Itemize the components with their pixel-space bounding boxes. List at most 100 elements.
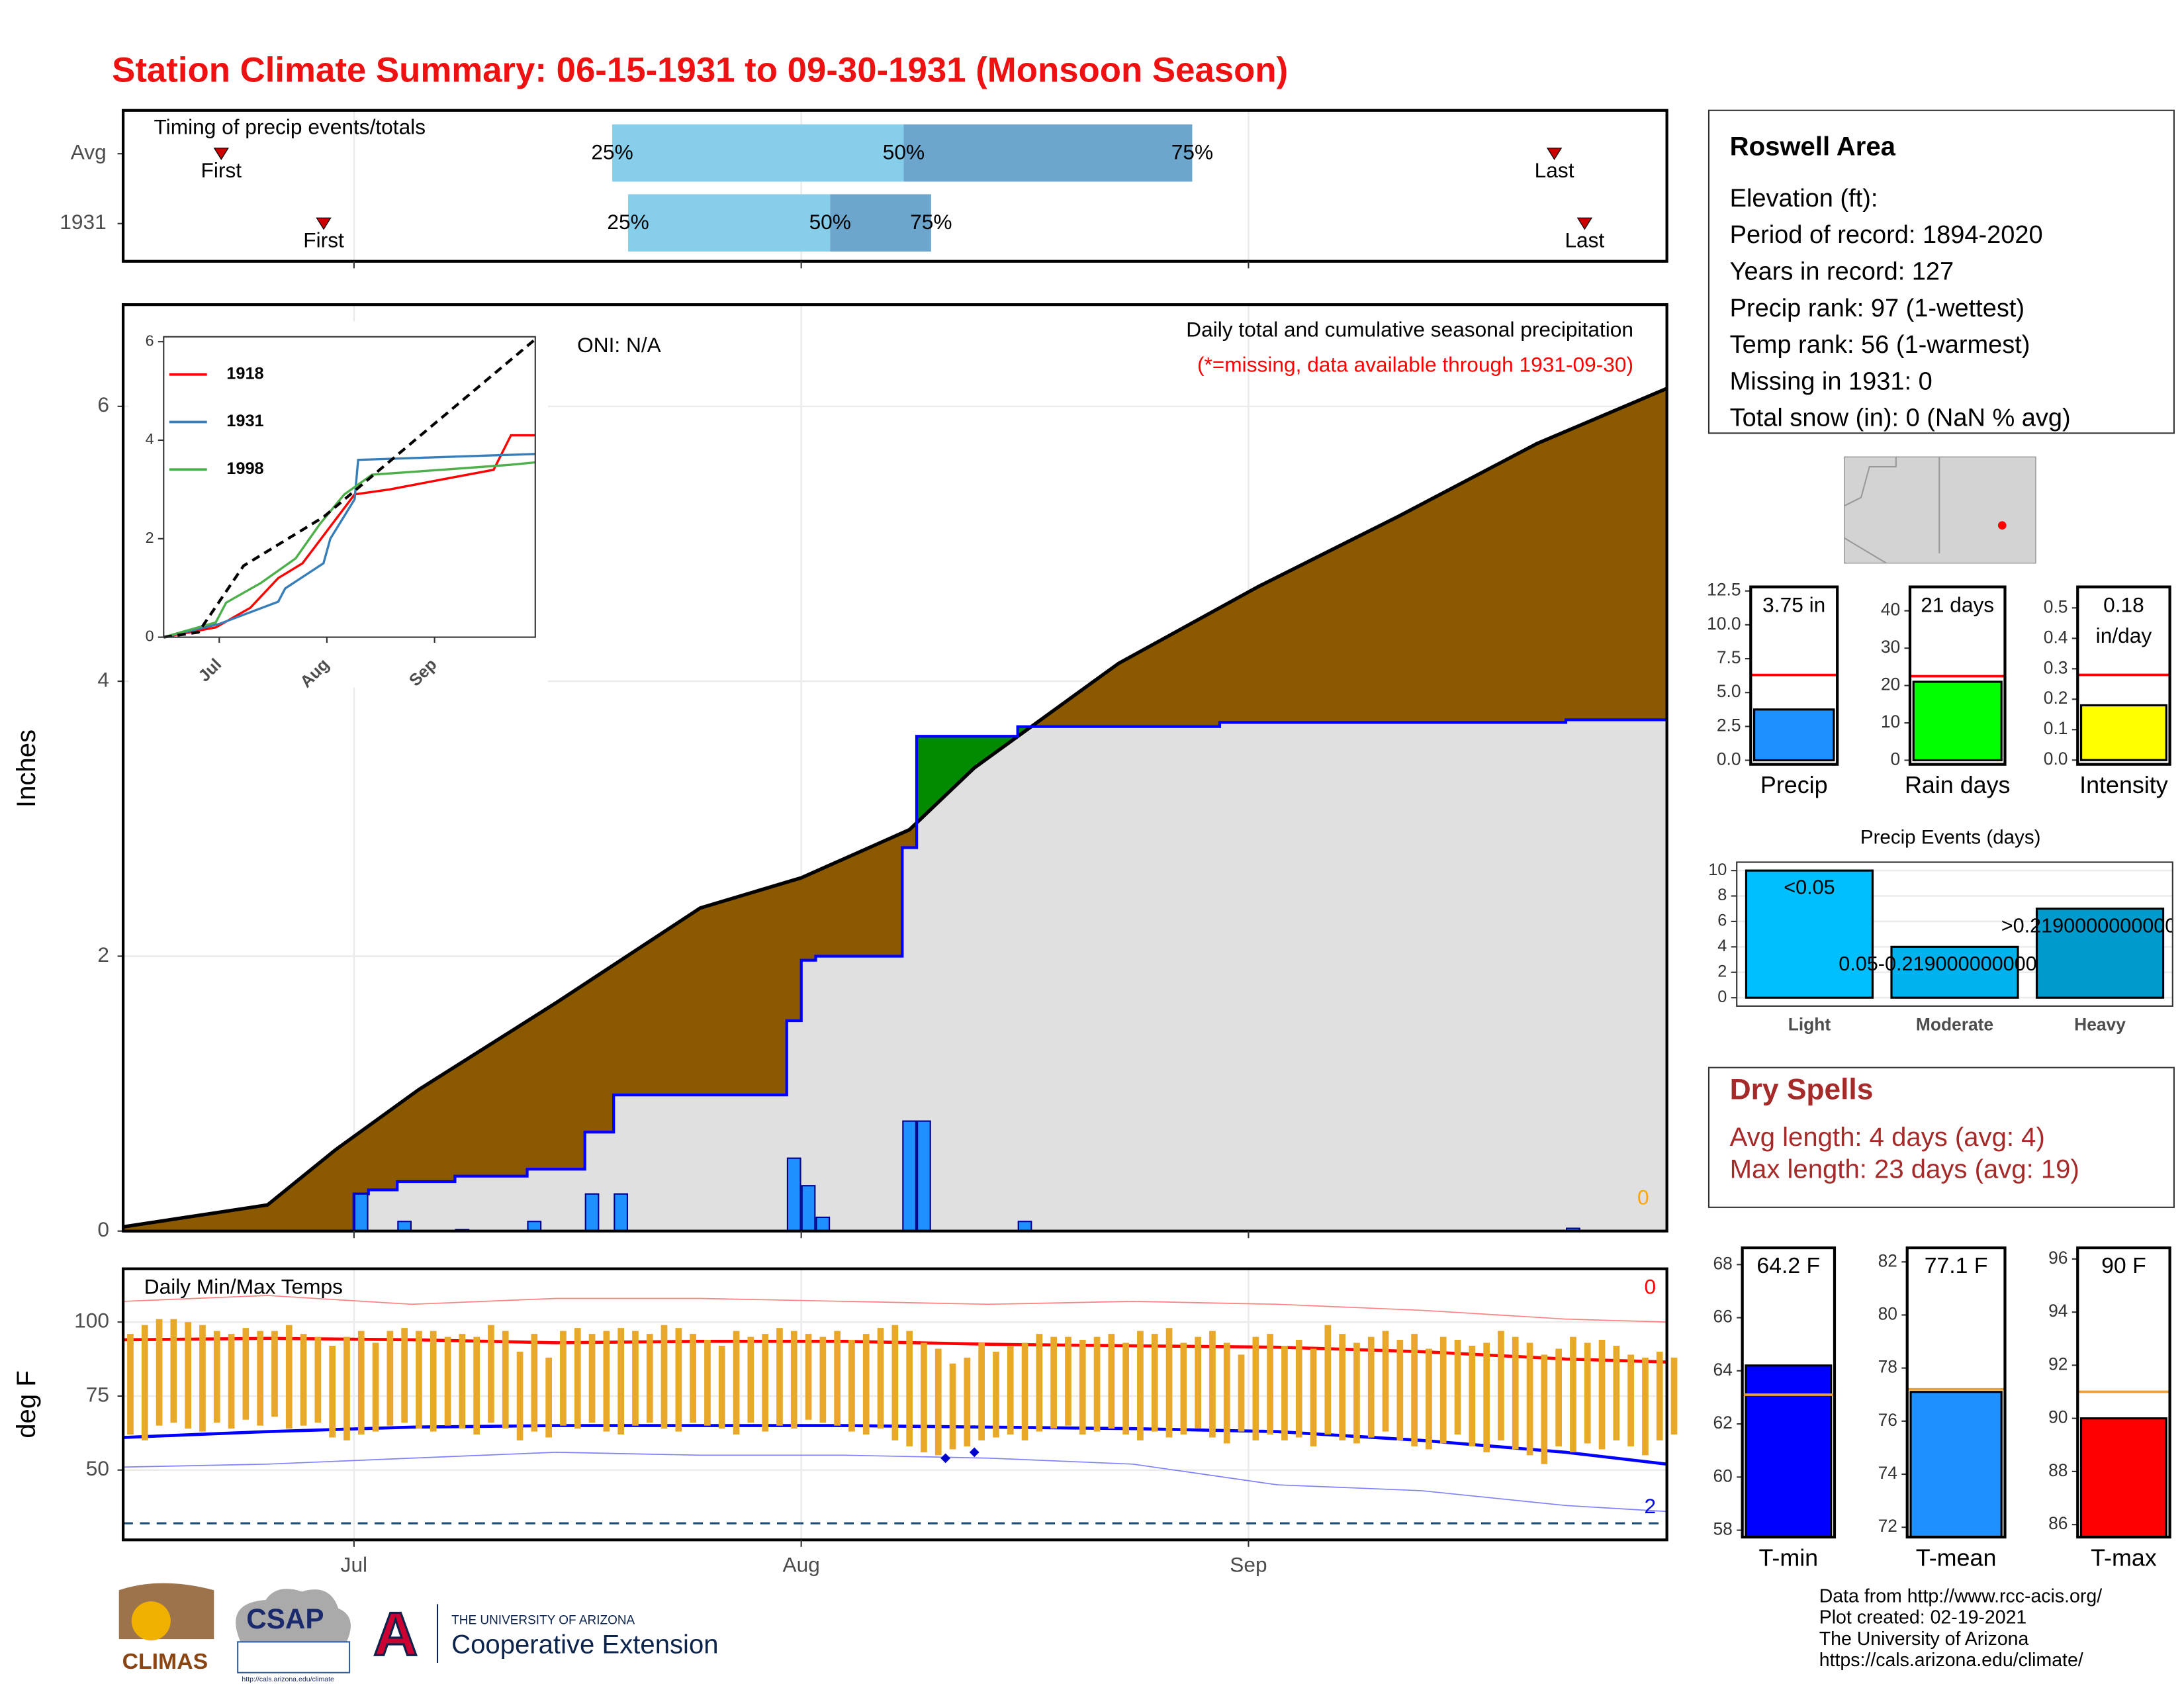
temp-range-bar	[1627, 1354, 1635, 1446]
temp-range-bar	[1165, 1328, 1173, 1438]
timing-label: Last	[1565, 228, 1604, 252]
row-label: Avg	[71, 140, 107, 164]
timing-label: First	[303, 228, 344, 252]
row-label: 1931	[60, 210, 106, 234]
y-tick-label: 4	[1717, 937, 1727, 955]
category-label: Light	[1788, 1014, 1831, 1034]
temp-range-bar	[314, 1336, 322, 1423]
temp-range-bar	[444, 1336, 451, 1426]
temp-range-bar	[1295, 1340, 1302, 1438]
temp-range-bar	[1122, 1342, 1130, 1435]
quartile-bar	[830, 194, 931, 252]
y-tick-label: 86	[2048, 1513, 2068, 1533]
bin-label: <0.05	[1784, 876, 1835, 899]
y-tick-label: 6	[146, 332, 154, 349]
station-name: Roswell Area	[1730, 132, 1896, 161]
panel-frame	[1908, 585, 2007, 766]
observed-area	[123, 720, 1667, 1231]
temp-range-bar	[1209, 1331, 1216, 1438]
temp-range-bar	[1426, 1348, 1432, 1450]
temp-range-bar	[1411, 1334, 1418, 1446]
temp-range-bar	[1613, 1345, 1620, 1441]
y-tick-label: 0.2	[2044, 688, 2068, 708]
temp-range-bar	[1281, 1345, 1288, 1441]
y-tick-label: 10	[1708, 861, 1727, 879]
temp-range-bar	[921, 1342, 927, 1452]
temp-range-bar	[199, 1325, 206, 1432]
record-low-marker	[969, 1447, 979, 1458]
temp-range-bar	[285, 1325, 293, 1429]
temp-range-bar	[862, 1334, 870, 1435]
temp-range-bar	[834, 1331, 841, 1426]
daily-precip-bar	[917, 1120, 931, 1232]
quartile-label: 25%	[591, 140, 633, 164]
temp-range-bar	[357, 1331, 365, 1435]
panel	[163, 336, 535, 637]
temp-range-bar	[1353, 1342, 1360, 1444]
category-label: Intensity	[2079, 772, 2168, 798]
daily-precip-bar	[353, 1193, 369, 1232]
ua-logo: A	[373, 1600, 418, 1669]
y-tick-label: 6	[1717, 912, 1727, 930]
temp-range-bar	[733, 1331, 740, 1435]
temp-range-bar	[257, 1331, 264, 1426]
temp-range-bar	[531, 1334, 538, 1432]
y-tick-label: 0.4	[2044, 627, 2068, 647]
map-border	[1844, 537, 1887, 564]
daily-precip-bar	[815, 1216, 831, 1232]
quartile-bar	[612, 124, 904, 182]
info-line: Elevation (ft):	[1730, 185, 1878, 212]
timing-label: Last	[1535, 158, 1574, 182]
temp-range-bar	[1670, 1357, 1678, 1435]
y-tick-label: 76	[1878, 1410, 1897, 1430]
temp-range-bar	[646, 1334, 653, 1423]
y-tick-label: 6	[97, 393, 109, 416]
info-box	[1707, 109, 2175, 434]
legend-label: 1931	[226, 412, 263, 430]
timing-marker	[1576, 217, 1593, 230]
temp-range-bar	[978, 1342, 985, 1441]
record-low-marker	[940, 1453, 951, 1464]
value-label: 21 days	[1921, 594, 1995, 618]
bin-label: >0.219000000000001	[2001, 914, 2184, 937]
value-label-box: 21 days	[1921, 594, 1995, 618]
daily-precip-bar	[584, 1193, 600, 1232]
temp-range-bar	[1180, 1342, 1187, 1435]
y-tick-label: 100	[74, 1309, 109, 1333]
footer-line: https://cals.arizona.edu/climate/	[1819, 1650, 2083, 1671]
timing-label: First	[201, 158, 242, 182]
temp-range-bar	[1498, 1331, 1504, 1441]
x-tick-label: Aug	[782, 1553, 819, 1577]
y-axis-title: Inches	[12, 729, 41, 808]
y-tick-label: 74	[1878, 1463, 1897, 1483]
temp-range-bar	[1642, 1357, 1649, 1456]
temp-range-bar	[1382, 1331, 1389, 1432]
y-tick-label: 68	[1713, 1253, 1733, 1273]
temp-range-bar	[1007, 1345, 1014, 1435]
panel-title: Precip Events (days)	[1860, 826, 2041, 848]
footer-line: The University of Arizona	[1819, 1628, 2029, 1650]
temp-range-bar	[401, 1328, 408, 1423]
temp-range-bar	[213, 1331, 220, 1423]
y-tick-label: 5.0	[1717, 681, 1741, 701]
dry-spell-line: Avg length: 4 days (avg: 4)	[1730, 1123, 2045, 1152]
temp-range-bar	[1396, 1340, 1404, 1441]
y-tick-label: 90	[2048, 1407, 2068, 1427]
y-tick-label: 7.5	[1717, 647, 1741, 667]
panel-frame	[121, 303, 1668, 1233]
temp-range-bar	[1555, 1348, 1563, 1446]
temp-range-bar	[1223, 1342, 1230, 1444]
panel-frame	[1749, 585, 1839, 766]
quartile-label: 25%	[607, 210, 649, 234]
dry-spells-box	[1707, 1066, 2175, 1208]
temp-range-bar	[718, 1345, 725, 1429]
panel-frame	[1905, 1246, 2007, 1539]
category-label: Precip	[1760, 772, 1828, 798]
daily-precip-bar	[527, 1221, 542, 1232]
value-label-box: 90 F	[2101, 1255, 2146, 1279]
temp-range-bar	[156, 1319, 163, 1426]
temp-range-bar	[1570, 1336, 1576, 1452]
y-tick-label: 40	[1881, 600, 1900, 620]
info-line: Precip rank: 97 (1-wettest)	[1730, 295, 2025, 322]
